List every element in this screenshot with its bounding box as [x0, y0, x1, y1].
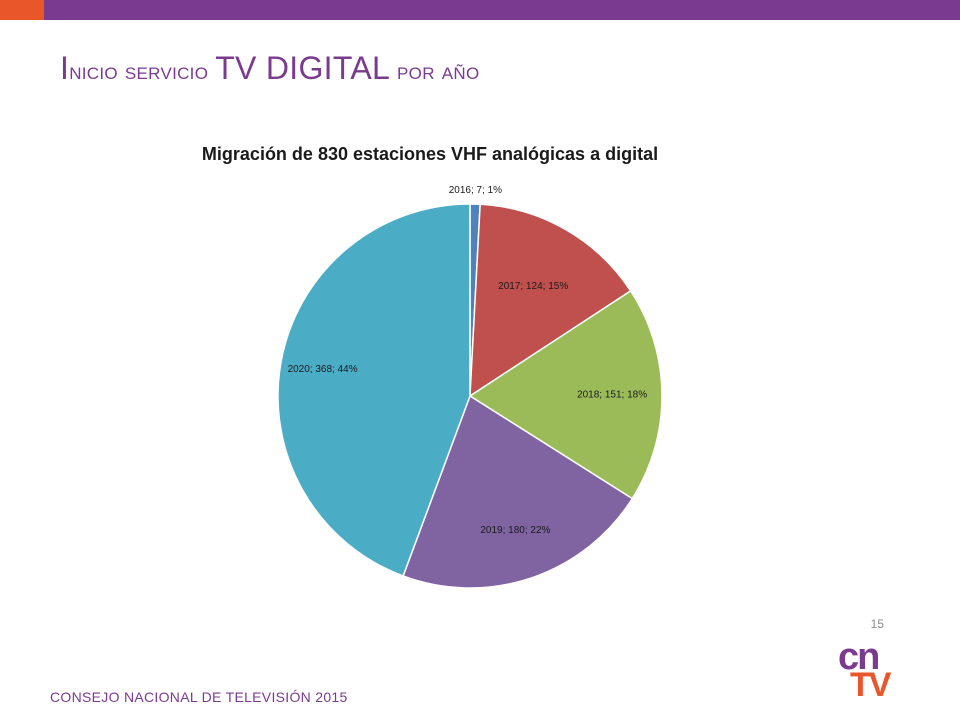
pie-labels: 2016; 7; 1% 2017; 124; 15% 2018; 151; 18% 2… [288, 185, 648, 536]
slide-title-part1: nicio servicio [69, 58, 216, 85]
chart-title: Migración de 830 estaciones VHF analógic… [201, 144, 659, 164]
slide-title-initial: I [60, 50, 70, 86]
slide-title: Inicio servicio TV DIGITAL por año [60, 50, 480, 87]
pie-label-2017: 2017; 124; 15% [498, 281, 568, 292]
pie-slice-2018 [468, 289, 663, 500]
slide-title-emphasis: TV DIGITAL [215, 50, 391, 86]
pie-slices [277, 203, 663, 589]
pie-slice-2019 [402, 394, 634, 589]
pie-label-2020: 2020; 368; 44% [288, 364, 358, 375]
slide-title-part2: por año [390, 58, 480, 85]
footer-text: CONSEJO NACIONAL DE TELEVISIÓN 2015 [50, 689, 348, 705]
pie-label-2016: 2016; 7; 1% [449, 185, 502, 196]
pie-label-2019: 2019; 180; 22% [480, 525, 550, 536]
top-bar [0, 0, 960, 20]
pie-slice-2020 [277, 203, 471, 577]
pie-label-2018: 2018; 151; 18% [577, 390, 647, 401]
top-accent [0, 0, 44, 20]
page-number: 15 [870, 617, 884, 631]
cntv-logo: cn TV [838, 636, 900, 708]
pie-slice-2017 [469, 203, 632, 398]
logo-line-1: cn [838, 636, 880, 678]
logo-line-2: TV [850, 666, 891, 705]
